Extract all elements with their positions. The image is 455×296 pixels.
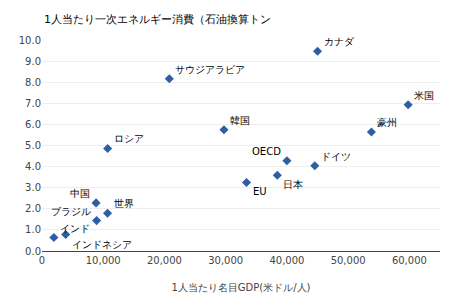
- svg-text:30,000: 30,000: [208, 255, 243, 266]
- svg-text:0.0: 0.0: [25, 246, 41, 257]
- svg-text:0: 0: [39, 255, 45, 266]
- svg-text:20,000: 20,000: [147, 255, 182, 266]
- svg-text:5.0: 5.0: [25, 140, 41, 151]
- svg-text:カナダ: カナダ: [324, 36, 355, 47]
- svg-text:インドネシア: インドネシア: [72, 239, 132, 250]
- svg-text:10.0: 10.0: [19, 35, 41, 46]
- svg-text:EU: EU: [253, 186, 267, 197]
- svg-text:日本: 日本: [283, 179, 303, 190]
- svg-text:1人当たり一次エネルギー消費（石油換算トン: 1人当たり一次エネルギー消費（石油換算トン: [44, 13, 271, 26]
- svg-text:6.0: 6.0: [25, 119, 41, 130]
- svg-text:7.0: 7.0: [25, 98, 41, 109]
- svg-text:米国: 米国: [414, 90, 434, 101]
- svg-text:ブラジル: ブラジル: [51, 206, 91, 217]
- svg-text:1人当たり名目GDP(米ドル/人): 1人当たり名目GDP(米ドル/人): [171, 282, 310, 293]
- svg-text:サウジアラビア: サウジアラビア: [175, 64, 245, 75]
- svg-text:9.0: 9.0: [25, 56, 41, 67]
- svg-text:40,000: 40,000: [269, 255, 304, 266]
- svg-text:50,000: 50,000: [331, 255, 366, 266]
- svg-text:8.0: 8.0: [25, 77, 41, 88]
- svg-text:ドイツ: ドイツ: [321, 151, 351, 162]
- svg-text:2.0: 2.0: [25, 203, 41, 214]
- svg-text:豪州: 豪州: [377, 117, 397, 128]
- svg-text:1.0: 1.0: [25, 224, 41, 235]
- svg-text:中国: 中国: [70, 188, 90, 199]
- svg-text:ロシア: ロシア: [114, 133, 144, 144]
- svg-text:60,000: 60,000: [392, 255, 427, 266]
- svg-text:4.0: 4.0: [25, 161, 41, 172]
- svg-text:10,000: 10,000: [86, 255, 121, 266]
- svg-text:OECD: OECD: [252, 146, 281, 157]
- svg-text:韓国: 韓国: [230, 115, 250, 126]
- svg-text:世界: 世界: [114, 198, 134, 209]
- svg-text:3.0: 3.0: [25, 182, 41, 193]
- svg-text:インド: インド: [60, 223, 90, 234]
